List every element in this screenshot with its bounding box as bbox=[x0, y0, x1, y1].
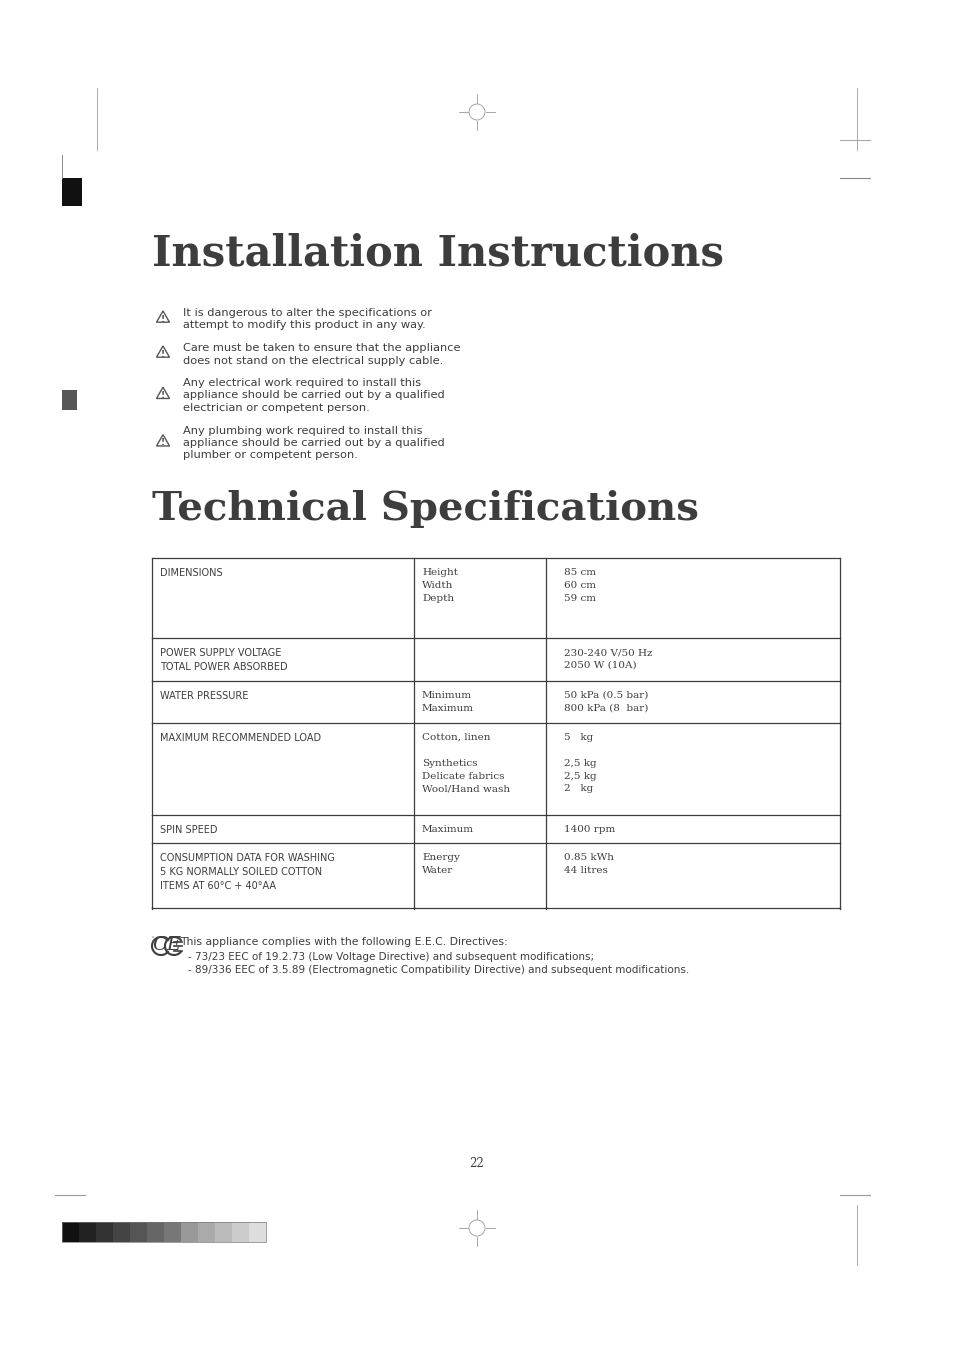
Text: This appliance complies with the following E.E.C. Directives:: This appliance complies with the followi… bbox=[180, 937, 507, 946]
Text: Technical Specifications: Technical Specifications bbox=[152, 490, 699, 528]
Text: 1400 rpm: 1400 rpm bbox=[563, 825, 615, 834]
Text: plumber or competent person.: plumber or competent person. bbox=[183, 451, 357, 460]
Text: POWER SUPPLY VOLTAGE
TOTAL POWER ABSORBED: POWER SUPPLY VOLTAGE TOTAL POWER ABSORBE… bbox=[160, 648, 287, 672]
Text: Maximum: Maximum bbox=[421, 825, 474, 834]
Text: 230-240 V/50 Hz
2050 W (10A): 230-240 V/50 Hz 2050 W (10A) bbox=[563, 648, 652, 670]
Text: Cotton, linen

Synthetics
Delicate fabrics
Wool/Hand wash: Cotton, linen Synthetics Delicate fabric… bbox=[421, 733, 510, 794]
Bar bbox=[62, 178, 82, 207]
Bar bbox=[198, 1222, 214, 1242]
Text: Care must be taken to ensure that the appliance: Care must be taken to ensure that the ap… bbox=[183, 343, 460, 352]
Bar bbox=[232, 1222, 249, 1242]
Text: - 89/336 EEC of 3.5.89 (Electromagnetic Compatibility Directive) and subsequent : - 89/336 EEC of 3.5.89 (Electromagnetic … bbox=[188, 965, 688, 975]
Bar bbox=[130, 1222, 147, 1242]
Text: Minimum
Maximum: Minimum Maximum bbox=[421, 691, 474, 713]
Text: !: ! bbox=[161, 315, 165, 324]
Text: 0.85 kWh
44 litres: 0.85 kWh 44 litres bbox=[563, 853, 614, 875]
Text: !: ! bbox=[161, 390, 165, 400]
Bar bbox=[62, 1222, 266, 1242]
Bar bbox=[79, 1222, 96, 1242]
Bar bbox=[62, 1222, 79, 1242]
Bar bbox=[62, 390, 77, 410]
Text: Height
Width
Depth: Height Width Depth bbox=[421, 568, 457, 602]
Text: CONSUMPTION DATA FOR WASHING
5 KG NORMALLY SOILED COTTON
ITEMS AT 60°C + 40°AA: CONSUMPTION DATA FOR WASHING 5 KG NORMAL… bbox=[160, 853, 335, 891]
Text: !: ! bbox=[161, 439, 165, 447]
Text: SPIN SPEED: SPIN SPEED bbox=[160, 825, 217, 836]
Text: Energy
Water: Energy Water bbox=[421, 853, 459, 875]
Text: !: ! bbox=[161, 350, 165, 359]
Text: DIMENSIONS: DIMENSIONS bbox=[160, 568, 222, 578]
Text: Installation Instructions: Installation Instructions bbox=[152, 234, 723, 275]
Bar bbox=[249, 1222, 266, 1242]
Text: 5   kg

2,5 kg
2,5 kg
2   kg: 5 kg 2,5 kg 2,5 kg 2 kg bbox=[563, 733, 596, 794]
Text: does not stand on the electrical supply cable.: does not stand on the electrical supply … bbox=[183, 355, 443, 366]
Text: - 73/23 EEC of 19.2.73 (Low Voltage Directive) and subsequent modifications;: - 73/23 EEC of 19.2.73 (Low Voltage Dire… bbox=[188, 952, 594, 963]
Text: appliance should be carried out by a qualified: appliance should be carried out by a qua… bbox=[183, 437, 444, 448]
Bar bbox=[147, 1222, 164, 1242]
Text: CE: CE bbox=[152, 936, 181, 954]
Bar bbox=[214, 1222, 232, 1242]
Text: attempt to modify this product in any way.: attempt to modify this product in any wa… bbox=[183, 320, 425, 331]
Bar bbox=[181, 1222, 198, 1242]
Text: electrician or competent person.: electrician or competent person. bbox=[183, 404, 370, 413]
Text: Any electrical work required to install this: Any electrical work required to install … bbox=[183, 378, 420, 387]
Text: 50 kPa (0.5 bar)
800 kPa (8  bar): 50 kPa (0.5 bar) 800 kPa (8 bar) bbox=[563, 691, 648, 713]
Text: appliance should be carried out by a qualified: appliance should be carried out by a qua… bbox=[183, 390, 444, 401]
Text: WATER PRESSURE: WATER PRESSURE bbox=[160, 691, 248, 701]
Text: 85 cm
60 cm
59 cm: 85 cm 60 cm 59 cm bbox=[563, 568, 596, 602]
Bar bbox=[164, 1222, 181, 1242]
Text: 22: 22 bbox=[469, 1157, 484, 1170]
Text: It is dangerous to alter the specifications or: It is dangerous to alter the specificati… bbox=[183, 308, 432, 319]
Text: Any plumbing work required to install this: Any plumbing work required to install th… bbox=[183, 425, 422, 436]
Bar bbox=[96, 1222, 112, 1242]
Bar bbox=[112, 1222, 130, 1242]
Text: MAXIMUM RECOMMENDED LOAD: MAXIMUM RECOMMENDED LOAD bbox=[160, 733, 321, 743]
Text: CΈ: CΈ bbox=[152, 936, 153, 937]
